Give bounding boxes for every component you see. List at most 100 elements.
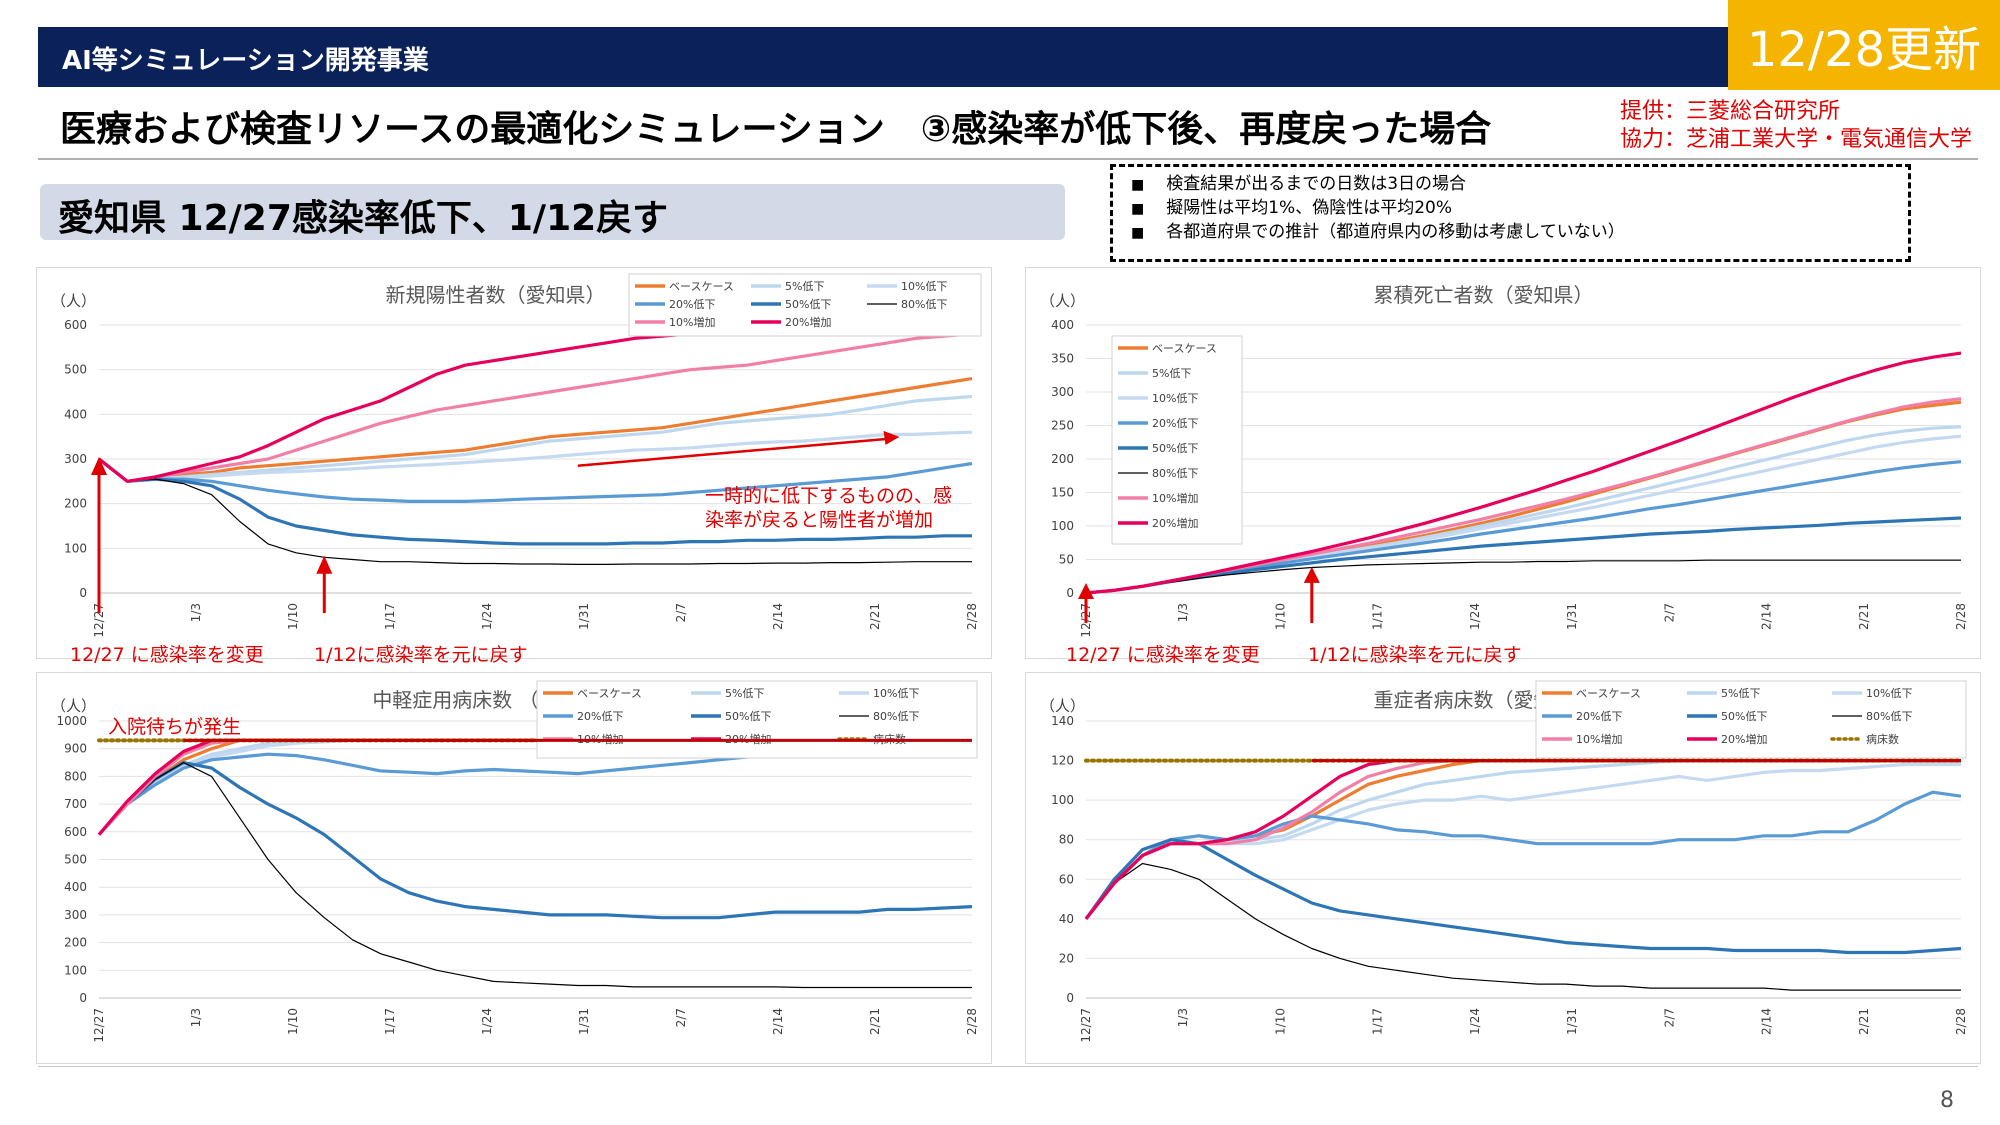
y-tick-label: 300 xyxy=(64,908,87,922)
x-tick-label: 1/10 xyxy=(286,603,300,630)
annotation-arrowhead xyxy=(1303,566,1320,583)
y-tick-label: 350 xyxy=(1051,352,1074,366)
series-line-base xyxy=(98,377,973,483)
y-axis-unit-label: （人） xyxy=(51,697,96,715)
x-tick-label: 1/24 xyxy=(1468,603,1482,630)
annotation-change-rate-right: 12/27 に感染率を変更 xyxy=(1066,644,1260,666)
x-tick-label: 12/27 xyxy=(1079,1008,1093,1043)
legend-label: 病床数 xyxy=(1866,732,1899,746)
x-tick-label: 12/27 xyxy=(92,1008,106,1043)
x-tick-label: 1/3 xyxy=(189,603,203,622)
y-tick-label: 600 xyxy=(64,318,87,332)
condition-item: 検査結果が出るまでの日数は3日の場合 xyxy=(1131,173,1908,197)
y-tick-label: 80 xyxy=(1059,833,1074,847)
legend-label: 5%低下 xyxy=(725,687,764,700)
y-tick-label: 200 xyxy=(64,497,87,511)
x-tick-label: 1/31 xyxy=(577,1008,591,1035)
series-line-down50 xyxy=(97,760,973,920)
x-tick-label: 1/31 xyxy=(1565,603,1579,630)
y-tick-label: 400 xyxy=(64,407,87,421)
y-tick-label: 0 xyxy=(1066,586,1074,600)
x-tick-label: 1/10 xyxy=(286,1008,300,1035)
annotation-increase-line1: 一時的に低下するものの、感 xyxy=(705,485,953,507)
series-line-up20 xyxy=(1085,351,1962,595)
annotation-arrowhead xyxy=(316,555,333,574)
x-tick-label: 2/28 xyxy=(965,1008,979,1035)
region-banner xyxy=(40,184,1065,240)
legend-label: ベースケース xyxy=(1152,342,1217,355)
legend-label: 20%増加 xyxy=(1721,733,1767,746)
x-tick-label: 1/31 xyxy=(1565,1008,1579,1035)
legend-box xyxy=(536,680,978,759)
y-tick-label: 300 xyxy=(64,452,87,466)
credits: 提供：三菱総合研究所 協力：芝浦工業大学・電気通信大学 xyxy=(1620,98,1972,154)
chart-cumulative-deaths: 累積死亡者数（愛知県）（人）05010015020025030035040012… xyxy=(1040,283,1968,638)
x-tick-label: 1/10 xyxy=(1273,603,1287,630)
x-tick-label: 2/21 xyxy=(1857,1008,1871,1035)
y-tick-label: 40 xyxy=(1059,912,1074,926)
annotation-change-rate-left: 12/27 に感染率を変更 xyxy=(70,644,264,666)
x-tick-label: 1/3 xyxy=(189,1008,203,1027)
legend-label: ベースケース xyxy=(669,280,734,293)
x-tick-label: 2/14 xyxy=(771,603,785,630)
series-line-down10 xyxy=(98,430,973,483)
legend-label: 10%低下 xyxy=(1152,392,1198,405)
x-tick-label: 2/14 xyxy=(771,1008,785,1035)
chart-new-positives: 新規陽性者数（愛知県） （人） 0 100 200 300 400 500 600 12/27 1/… xyxy=(51,273,982,638)
series-line-down50 xyxy=(1084,838,1962,955)
y-tick-label: 20 xyxy=(1059,951,1074,965)
credit-provider: 提供：三菱総合研究所 xyxy=(1620,99,1841,124)
chart-mild-beds: 中軽症用病床数 （愛知県）（人）010020030040050060070080… xyxy=(51,680,979,1043)
x-tick-label: 2/14 xyxy=(1760,1008,1774,1035)
y-tick-label: 120 xyxy=(1051,754,1074,768)
legend-label: 50%低下 xyxy=(725,710,771,723)
y-axis-unit-label: （人） xyxy=(51,292,96,310)
series-line-down50 xyxy=(98,457,972,546)
panel-new-positives: 新規陽性者数（愛知県） （人） 0 100 200 300 400 500 600 12/27 1/… xyxy=(36,267,992,659)
legend-label: 20%低下 xyxy=(1576,710,1622,723)
annotation-increase-line2: 染率が戻ると陽性者が増加 xyxy=(705,509,934,531)
legend-box xyxy=(1535,680,1967,759)
legend-label: 10%増加 xyxy=(669,316,715,329)
legend-label: 50%低下 xyxy=(785,298,831,311)
legend-box xyxy=(628,273,982,337)
legend-label: 20%増加 xyxy=(1152,517,1198,530)
conditions-box: 検査結果が出るまでの日数は3日の場合 擬陽性は平均1%、偽陰性は平均20% 各都… xyxy=(1110,164,1911,262)
x-tick-label: 2/7 xyxy=(1662,603,1676,622)
legend-label: 5%低下 xyxy=(1721,687,1760,700)
x-tick-label: 1/24 xyxy=(480,603,494,630)
x-tick-label: 1/17 xyxy=(1371,1008,1385,1035)
legend-label: 20%低下 xyxy=(577,710,623,723)
x-tick-label: 1/3 xyxy=(1176,603,1190,622)
series-line-down20 xyxy=(98,457,973,503)
series-line-down80 xyxy=(98,458,972,565)
footer-divider xyxy=(38,1066,1978,1067)
series-line-down80 xyxy=(1085,862,1961,991)
legend-box xyxy=(1111,335,1243,545)
y-tick-label: 300 xyxy=(1051,385,1074,399)
legend-label: 10%低下 xyxy=(901,280,947,293)
legend-label: ベースケース xyxy=(1576,687,1641,700)
x-tick-label: 1/17 xyxy=(1371,603,1385,630)
y-tick-label: 800 xyxy=(64,769,87,783)
panel-mild-beds: 中軽症用病床数 （愛知県） （人） 0 100 200 300 400 500 600 700 80… xyxy=(36,672,992,1064)
legend-label: 50%低下 xyxy=(1721,710,1767,723)
region-title: 愛知県 12/27感染率低下、1/12戻す xyxy=(58,198,669,239)
x-tick-label: 2/28 xyxy=(1954,603,1968,630)
annotation-increase-note: 一時的に低下するものの、感 染率が戻ると陽性者が増加 xyxy=(705,484,952,532)
legend-label: 80%低下 xyxy=(901,298,947,311)
title-divider xyxy=(38,158,1978,160)
x-tick-label: 2/21 xyxy=(868,1008,882,1035)
series-line-down5 xyxy=(98,394,973,483)
x-tick-label: 1/3 xyxy=(1176,1008,1190,1027)
legend-label: 5%低下 xyxy=(1152,367,1191,380)
annotation-arrowhead xyxy=(883,430,900,445)
y-tick-label: 600 xyxy=(64,825,87,839)
y-tick-label: 100 xyxy=(1051,793,1074,807)
legend-label: 20%増加 xyxy=(785,316,831,329)
x-tick-label: 2/14 xyxy=(1760,603,1774,630)
legend-label: 50%低下 xyxy=(1152,442,1198,455)
y-tick-label: 900 xyxy=(64,742,87,756)
x-tick-label: 2/28 xyxy=(1954,1008,1968,1035)
y-tick-label: 500 xyxy=(64,853,87,867)
